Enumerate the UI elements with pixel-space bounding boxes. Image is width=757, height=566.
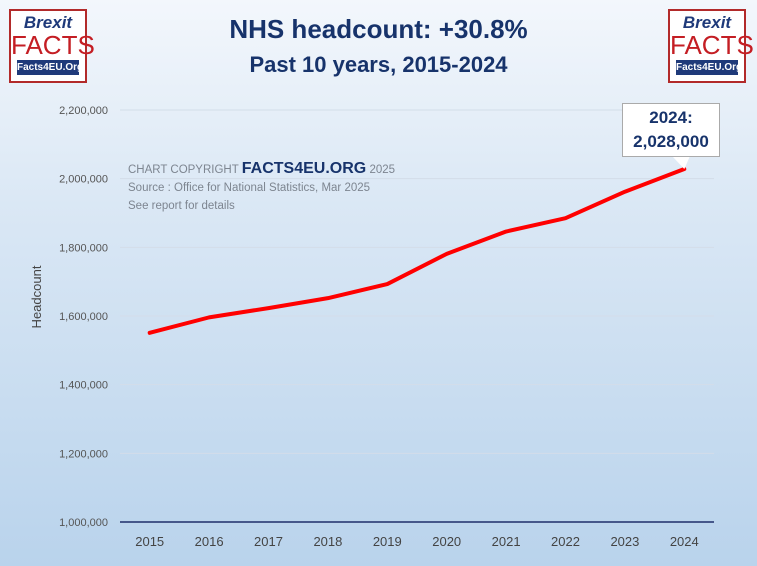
x-tick-label: 2024 xyxy=(670,534,699,549)
x-tick-label: 2020 xyxy=(432,534,461,549)
copyright-year: 2025 xyxy=(369,164,396,176)
logo-org-text: Facts4EU.Org xyxy=(676,60,743,75)
y-tick-label: 2,000,000 xyxy=(59,174,108,186)
data-point xyxy=(149,332,151,334)
source-text: Source : Office for National Statistics,… xyxy=(128,182,371,194)
callout-value: 2,028,000 xyxy=(633,132,709,151)
series-line xyxy=(147,167,687,335)
y-tick-label: 1,200,000 xyxy=(59,448,108,460)
x-tick-label: 2019 xyxy=(373,534,402,549)
chart-subtitle: Past 10 years, 2015-2024 xyxy=(249,52,508,77)
x-tick-label: 2016 xyxy=(195,534,224,549)
x-tick-label: 2018 xyxy=(313,534,342,549)
brexit-facts-logo-right: Brexit FACTS Facts4EU.Org xyxy=(668,9,754,83)
data-point xyxy=(208,316,210,318)
logo-facts-text: FACTS xyxy=(11,30,95,60)
y-tick-label: 1,600,000 xyxy=(59,311,108,323)
logo-brexit-text: Brexit xyxy=(23,13,73,32)
chart-title: NHS headcount: +30.8% xyxy=(229,14,528,44)
value-callout: 2024: 2,028,000 xyxy=(622,103,720,157)
brexit-facts-logo-left: Brexit FACTS Facts4EU.Org xyxy=(9,9,95,83)
copyright-brand: FACTS4EU.ORG xyxy=(241,160,367,177)
logo-facts-text: FACTS xyxy=(670,30,754,60)
x-tick-label: 2015 xyxy=(135,534,164,549)
y-axis-label: Headcount xyxy=(29,265,44,328)
y-tick-label: 1,800,000 xyxy=(59,242,108,254)
data-point xyxy=(327,297,329,299)
logo-brexit-text: Brexit xyxy=(682,13,732,32)
copyright-prefix: CHART COPYRIGHT xyxy=(128,164,239,176)
callout-pointer xyxy=(672,156,690,170)
data-point xyxy=(446,253,448,255)
data-point xyxy=(565,217,566,219)
x-tick-label: 2021 xyxy=(492,534,521,549)
y-tick-label: 1,000,000 xyxy=(59,517,108,529)
data-point xyxy=(505,231,507,233)
data-point xyxy=(624,191,626,193)
logo-org-text: Facts4EU.Org xyxy=(17,60,84,75)
y-tick-label: 2,200,000 xyxy=(59,105,108,117)
x-tick-label: 2017 xyxy=(254,534,283,549)
y-tick-label: 1,400,000 xyxy=(59,380,108,392)
data-point xyxy=(386,283,388,285)
data-point xyxy=(268,307,269,309)
copyright-block: CHART COPYRIGHT FACTS4EU.ORG 2025 Source… xyxy=(128,160,395,215)
x-tick-label: 2022 xyxy=(551,534,580,549)
x-tick-label: 2023 xyxy=(610,534,639,549)
callout-year: 2024: xyxy=(649,108,693,127)
note-text: See report for details xyxy=(128,200,235,212)
